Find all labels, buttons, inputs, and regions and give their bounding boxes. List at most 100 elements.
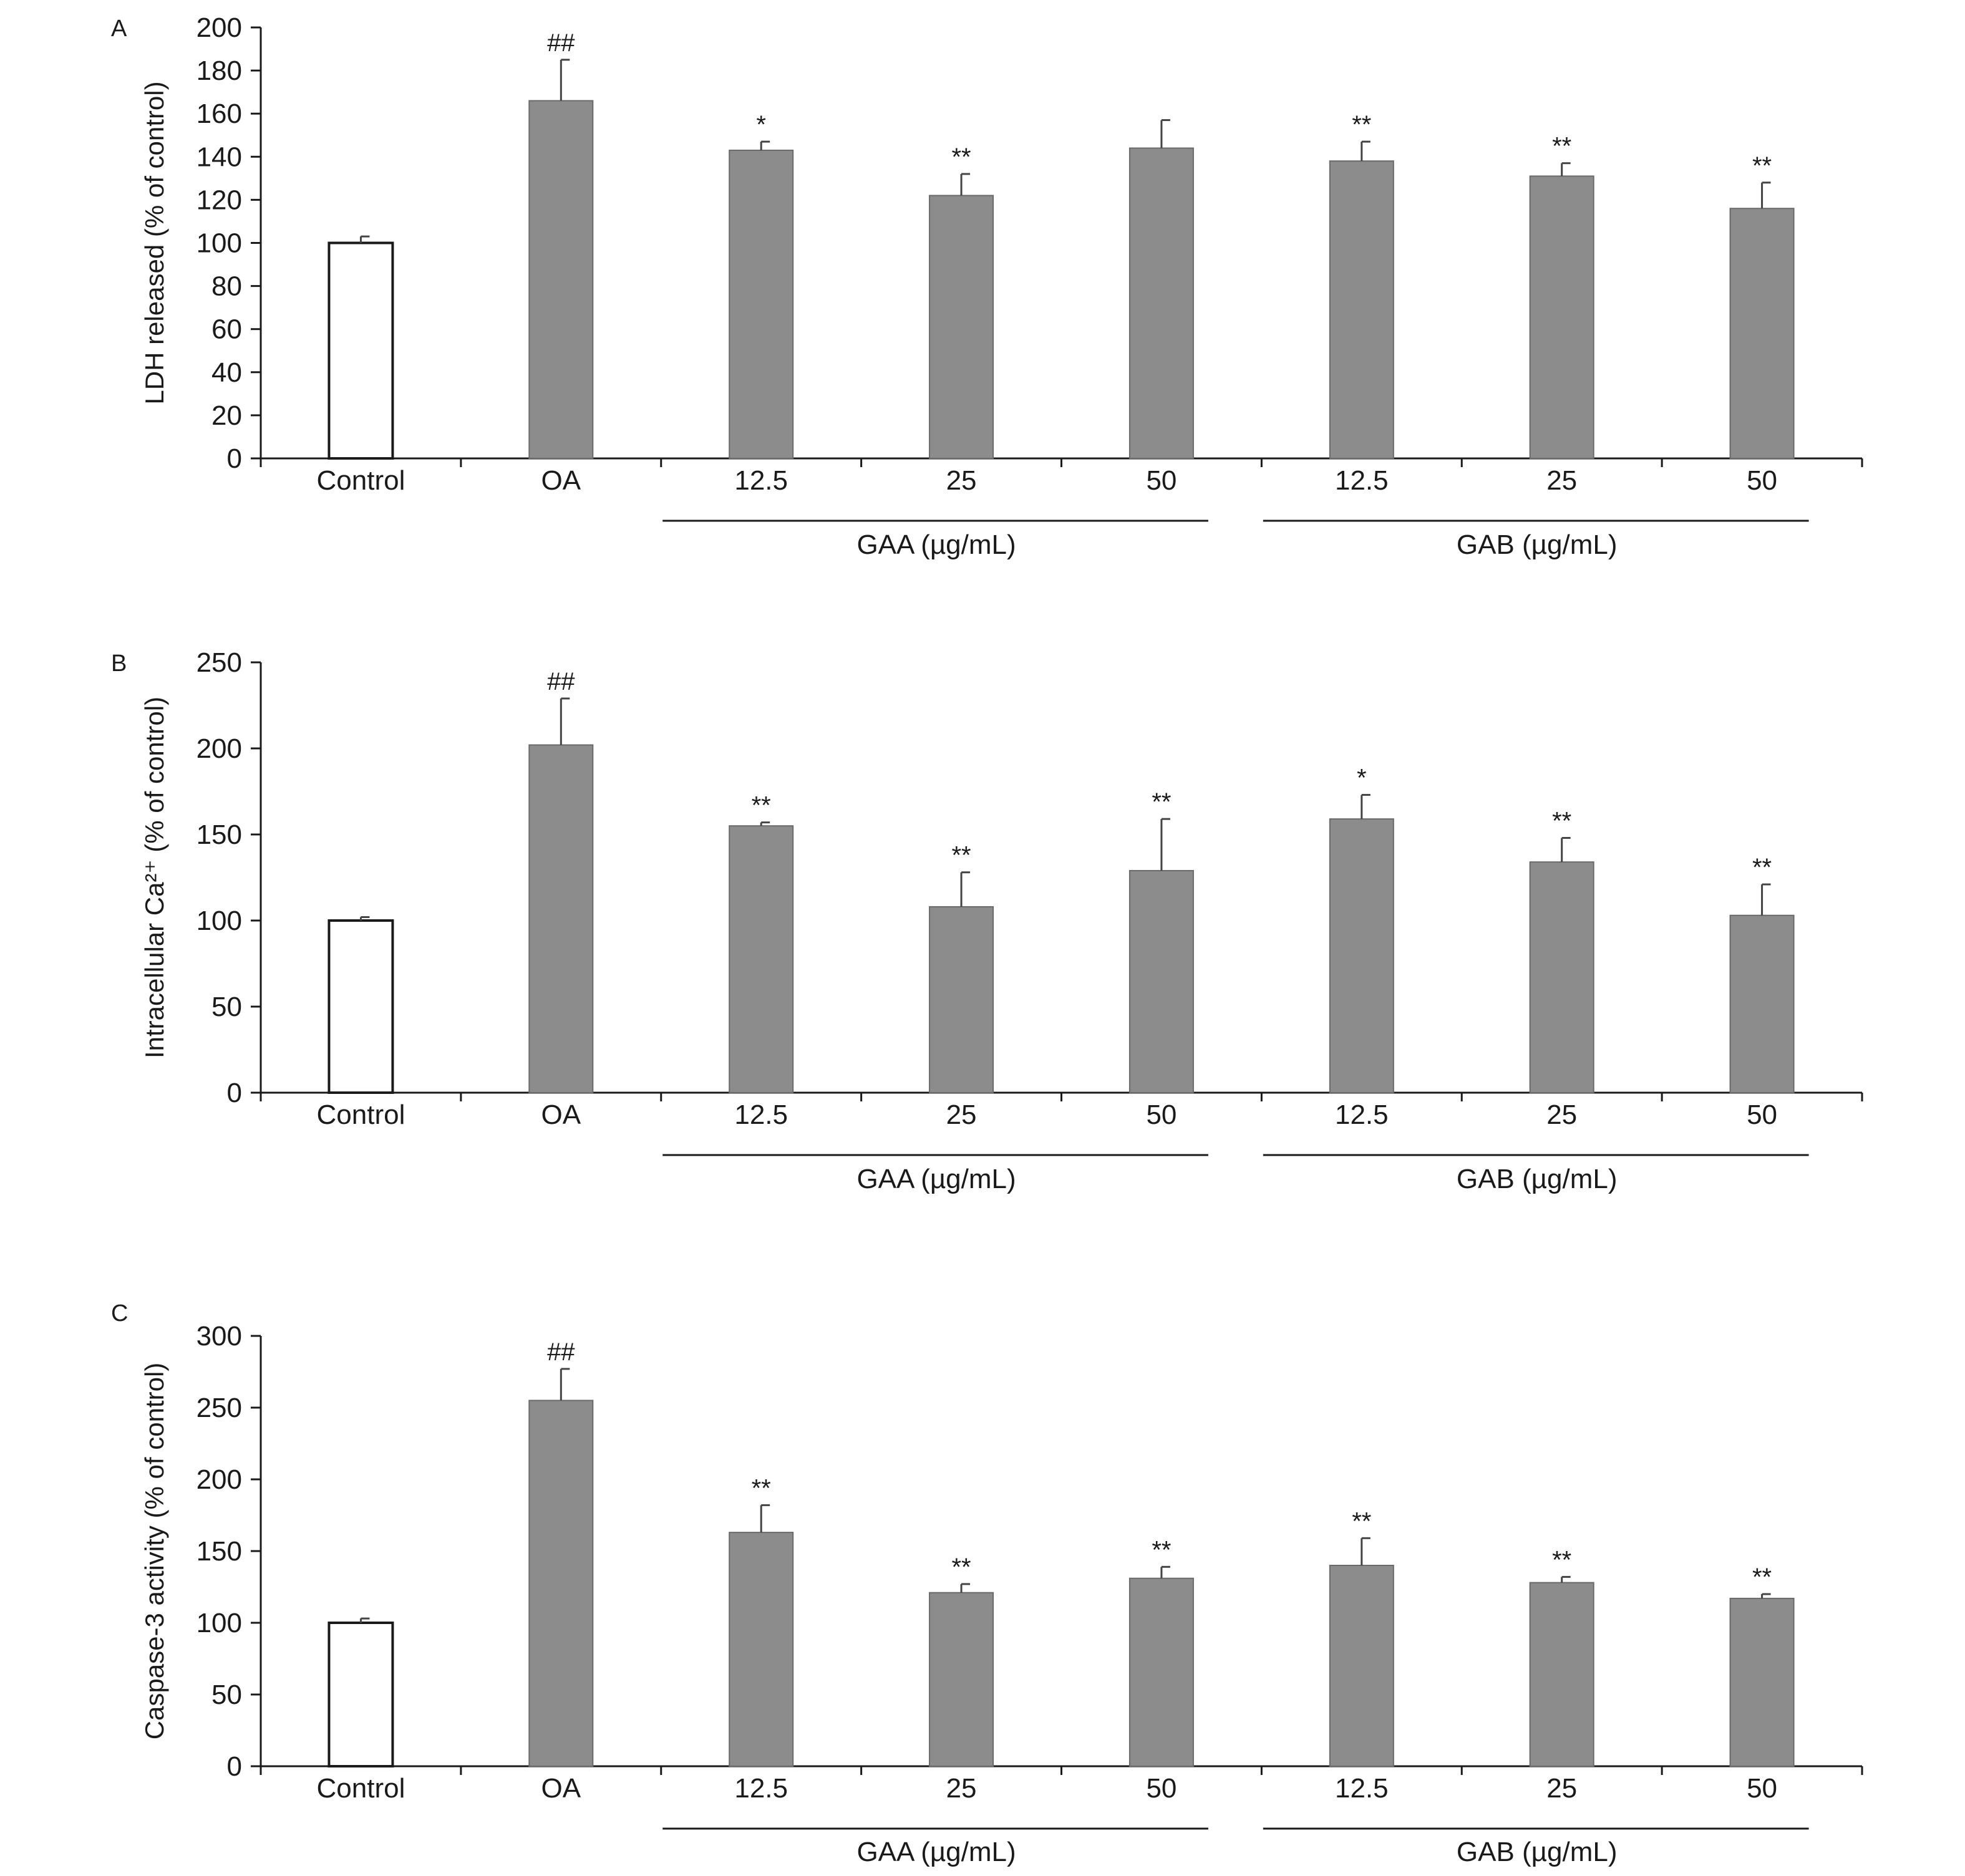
y-tick-label: 250	[196, 1393, 242, 1423]
category-label: 25	[946, 1773, 977, 1804]
group-label: GAB (µg/mL)	[1457, 1837, 1618, 1867]
bar	[528, 1400, 594, 1767]
significance-marker: **	[951, 143, 971, 171]
y-tick-label: 20	[211, 400, 242, 431]
category-label: 25	[1546, 1773, 1577, 1804]
category-label: 25	[1546, 465, 1577, 496]
category-label: 50	[1146, 1773, 1177, 1804]
bar	[1329, 160, 1394, 459]
category-label: Control	[317, 1100, 405, 1130]
category-label: 50	[1146, 1100, 1177, 1130]
group-label: GAB (µg/mL)	[1457, 1164, 1618, 1194]
significance-marker: **	[1552, 133, 1571, 160]
bar	[729, 149, 794, 459]
y-tick-label: 100	[196, 1608, 242, 1638]
y-tick-label: 100	[196, 906, 242, 936]
significance-marker: **	[1552, 808, 1571, 835]
y-tick-label: 200	[196, 733, 242, 764]
y-tick-label: 200	[196, 1464, 242, 1495]
category-label: 12.5	[1335, 465, 1389, 496]
panel-letter: C	[111, 1300, 128, 1327]
bar	[528, 744, 594, 1093]
significance-marker: **	[1352, 1507, 1371, 1535]
bar	[1329, 1565, 1394, 1767]
panel-b: B Intracellular Ca²⁺ (% of control) 0 50 100…	[111, 647, 1863, 1194]
panel-letter: A	[111, 16, 127, 42]
bar	[1529, 861, 1594, 1094]
bar	[929, 195, 994, 459]
bar	[528, 100, 594, 460]
significance-marker: **	[951, 1554, 971, 1581]
panel-c: C Caspase-3 activity (% of control) 0 50 100…	[111, 1300, 1863, 1867]
y-tick-label: 50	[211, 992, 242, 1022]
category-label: Control	[317, 1773, 405, 1804]
y-tick-label: 80	[211, 271, 242, 302]
y-tick-label: 140	[196, 142, 242, 172]
significance-marker: *	[756, 111, 766, 138]
bar	[1128, 869, 1194, 1093]
y-axis-label: Intracellular Ca²⁺ (% of control)	[140, 697, 169, 1058]
significance-marker: **	[951, 842, 971, 869]
bar	[1729, 208, 1795, 459]
significance-marker: **	[752, 1474, 771, 1502]
significance-marker: **	[1352, 111, 1371, 138]
significance-marker: **	[1152, 1536, 1171, 1564]
y-tick-label: 50	[211, 1680, 242, 1710]
y-tick-label: 0	[227, 443, 242, 474]
category-label: 50	[1747, 1773, 1777, 1804]
significance-marker: **	[1752, 854, 1772, 881]
category-label: 50	[1747, 1100, 1777, 1130]
panel-a: A LDH released (% of control) 0 20 40 60 80 100…	[111, 12, 1863, 560]
y-tick-label: 180	[196, 56, 242, 86]
category-label: 25	[946, 1100, 977, 1130]
category-label: OA	[541, 1773, 581, 1804]
group-label: GAA (µg/mL)	[856, 1164, 1016, 1194]
category-label: 12.5	[734, 1100, 788, 1130]
bar	[1128, 1577, 1194, 1767]
bar	[729, 1532, 794, 1767]
significance-marker: **	[752, 792, 771, 820]
significance-marker: ##	[547, 1338, 575, 1366]
category-label: OA	[541, 465, 581, 496]
panel-letter: B	[111, 650, 127, 677]
y-tick-label: 60	[211, 314, 242, 345]
y-tick-label: 40	[211, 357, 242, 388]
significance-marker: **	[1552, 1546, 1571, 1574]
y-tick-label: 250	[196, 647, 242, 678]
category-label: 50	[1146, 465, 1177, 496]
significance-marker: **	[1752, 152, 1772, 180]
significance-marker: ##	[547, 29, 575, 57]
y-tick-label: 0	[227, 1751, 242, 1782]
significance-marker: ##	[547, 668, 575, 695]
bar	[1729, 914, 1795, 1093]
category-label: Control	[317, 465, 405, 496]
y-axis-label: Caspase-3 activity (% of control)	[140, 1363, 169, 1740]
bar	[328, 241, 394, 460]
bar	[929, 906, 994, 1094]
category-label: 25	[1546, 1100, 1577, 1130]
y-tick-label: 150	[196, 1536, 242, 1567]
y-tick-label: 120	[196, 185, 242, 215]
significance-marker: *	[1357, 765, 1367, 792]
bar	[328, 1622, 394, 1767]
bar	[1329, 818, 1394, 1094]
category-label: 12.5	[1335, 1100, 1389, 1130]
y-tick-label: 0	[227, 1078, 242, 1108]
y-tick-label: 100	[196, 228, 242, 259]
y-tick-label: 150	[196, 820, 242, 850]
category-label: 12.5	[734, 465, 788, 496]
y-tick-label: 160	[196, 99, 242, 129]
category-label: 12.5	[1335, 1773, 1389, 1804]
bar	[1729, 1597, 1795, 1767]
bar	[328, 919, 394, 1094]
y-tick-label: 200	[196, 12, 242, 43]
category-label: 50	[1747, 465, 1777, 496]
bar	[929, 1592, 994, 1767]
category-label: 12.5	[734, 1773, 788, 1804]
group-label: GAA (µg/mL)	[856, 1837, 1016, 1867]
bar	[1529, 1582, 1594, 1767]
group-label: GAB (µg/mL)	[1457, 529, 1618, 560]
bar	[1128, 147, 1194, 459]
y-tick-label: 300	[196, 1321, 242, 1351]
